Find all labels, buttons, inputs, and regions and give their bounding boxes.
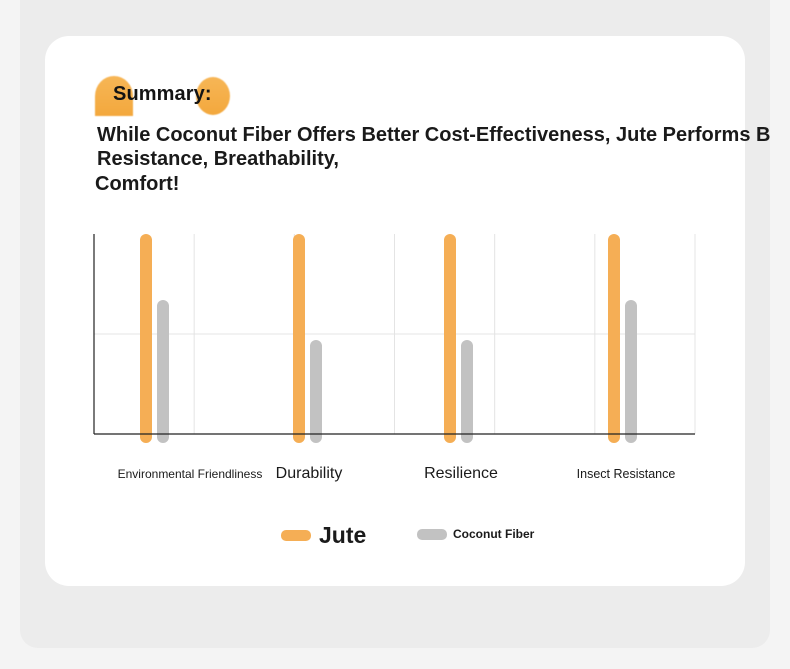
headline-line-3: Comfort!: [95, 173, 180, 195]
x-tick-label-environmental-friendliness: Environmental Friendliness: [118, 467, 263, 481]
headline-line-1: While Coconut Fiber Offers Better Cost-E…: [97, 124, 771, 146]
decorative-blob-right: [196, 77, 230, 115]
comparison-bar-chart: Environmental Friendliness Durability Resi…: [93, 234, 696, 482]
legend-item-coconut-fiber: Coconut Fiber: [417, 527, 534, 541]
chart-category-labels: Environmental Friendliness Durability Resi…: [118, 465, 676, 482]
chart-bars: [140, 234, 637, 443]
summary-label: Summary:: [113, 83, 212, 105]
bar-coconut-fiber-durability: [310, 340, 322, 443]
x-tick-label-insect-resistance: Insect Resistance: [577, 467, 676, 481]
bar-jute-insect-resistance: [608, 234, 620, 443]
bar-jute-resilience: [444, 234, 456, 443]
x-tick-label-resilience: Resilience: [424, 465, 498, 482]
bar-coconut-fiber-resilience: [461, 340, 473, 443]
bar-jute-durability: [293, 234, 305, 443]
x-tick-label-durability: Durability: [276, 465, 343, 482]
legend-swatch-coconut-fiber: [417, 528, 447, 540]
chart-grid: [94, 234, 696, 434]
legend-label-coconut-fiber: Coconut Fiber: [453, 527, 535, 541]
legend-item-jute: Jute: [281, 522, 366, 549]
bar-coconut-fiber-insect-resistance: [625, 300, 637, 443]
bar-jute-environmental-friendliness: [140, 234, 152, 443]
decorative-blob-left: [95, 76, 133, 116]
legend-label-jute: Jute: [319, 522, 367, 548]
chart-axes: [93, 234, 695, 435]
legend-swatch-jute: [281, 530, 311, 541]
summary-card: Summary: While Coconut Fiber Offers Bett…: [45, 36, 770, 586]
headline-line-2: Resistance, Breathability,: [97, 148, 339, 170]
bar-coconut-fiber-environmental-friendliness: [157, 300, 169, 443]
